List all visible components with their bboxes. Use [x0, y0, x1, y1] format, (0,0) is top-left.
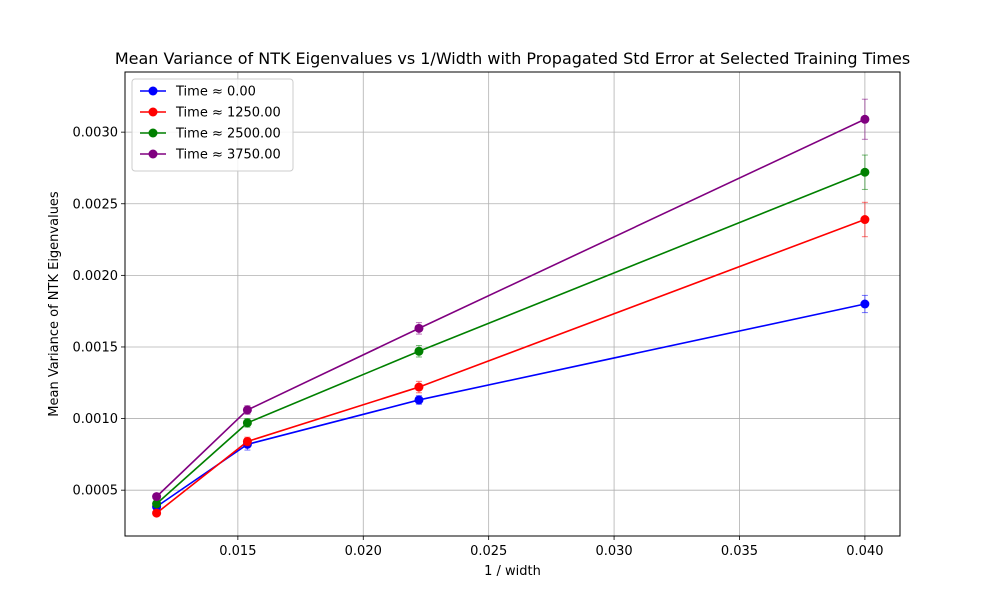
data-point — [414, 346, 424, 356]
plot-frame — [124, 71, 901, 537]
legend-item: Time ≈ 0.00 — [140, 85, 256, 100]
tick-layer: 0.015 0.020 0.025 0.030 0.035 0.040 0.0005 0.00… — [73, 126, 884, 559]
series-3 — [152, 98, 870, 502]
legend-label: Time ≈ 2500.00 — [175, 127, 281, 142]
chart-title: Mean Variance of NTK Eigenvalues vs 1/Wi… — [115, 49, 910, 68]
y-tick-label: 0.0015 — [73, 340, 119, 355]
legend-label: Time ≈ 1250.00 — [175, 106, 281, 121]
legend-label: Time ≈ 0.00 — [175, 85, 256, 100]
x-tick-label: 0.030 — [595, 544, 632, 559]
data-point — [152, 508, 162, 518]
data-point — [152, 499, 162, 509]
x-tick-label: 0.035 — [721, 544, 758, 559]
data-point — [860, 167, 870, 177]
legend-label: Time ≈ 3750.00 — [175, 148, 281, 163]
data-point — [860, 215, 870, 225]
data-point — [414, 323, 424, 333]
y-tick-label: 0.0030 — [73, 126, 119, 141]
legend-item: Time ≈ 1250.00 — [140, 106, 281, 121]
y-axis-label: Mean Variance of NTK Eigenvalues — [47, 191, 62, 417]
x-tick-label: 0.040 — [846, 544, 883, 559]
series-layer — [152, 98, 870, 518]
legend-item: Time ≈ 3750.00 — [140, 148, 281, 163]
series-line — [156, 171, 866, 505]
series-line — [156, 303, 866, 508]
y-tick-label: 0.0025 — [73, 197, 119, 212]
data-point — [414, 382, 424, 392]
legend-marker — [148, 149, 158, 159]
x-axis-label: 1 / width — [484, 564, 541, 579]
legend-box — [131, 78, 294, 172]
data-point — [860, 114, 870, 124]
y-tick-label: 0.0010 — [73, 412, 119, 427]
series-1 — [152, 201, 870, 518]
x-tick-label: 0.025 — [470, 544, 507, 559]
legend-marker — [148, 86, 158, 96]
data-point — [242, 418, 252, 428]
data-point — [152, 492, 162, 502]
data-point — [242, 405, 252, 415]
x-tick-label: 0.015 — [219, 544, 256, 559]
y-tick-label: 0.0020 — [73, 269, 119, 284]
series-line — [156, 218, 866, 514]
legend-marker — [148, 128, 158, 138]
legend-marker — [148, 107, 158, 117]
data-point — [414, 395, 424, 405]
y-tick-label: 0.0005 — [73, 484, 119, 499]
grid-layer — [125, 72, 900, 536]
legend-item: Time ≈ 2500.00 — [140, 127, 281, 142]
series-line — [156, 118, 866, 498]
series-2 — [152, 154, 870, 509]
x-tick-label: 0.020 — [345, 544, 382, 559]
data-point — [242, 436, 252, 446]
data-point — [860, 299, 870, 309]
legend: Time ≈ 0.00 Time ≈ 1250.00 Time ≈ 2500.00 T… — [131, 78, 294, 172]
